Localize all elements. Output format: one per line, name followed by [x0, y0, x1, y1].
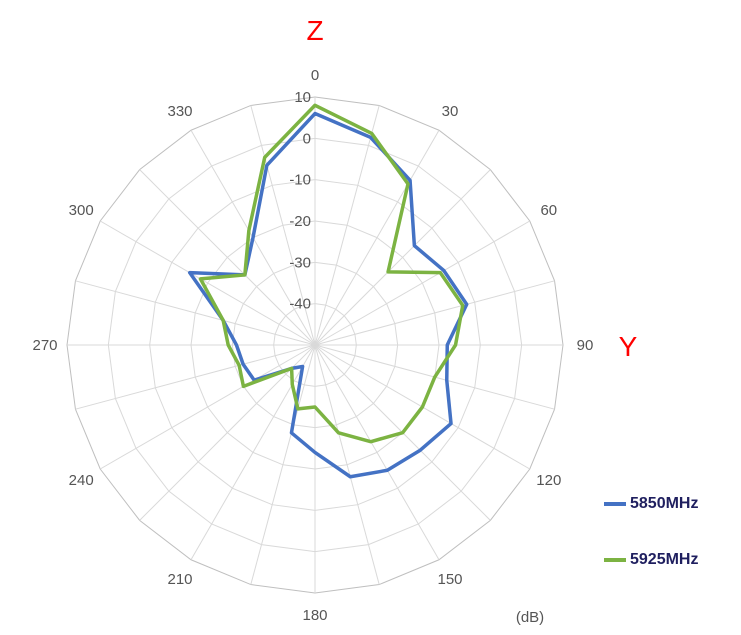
legend-swatch-5925 — [604, 558, 626, 562]
angle-tick-label: 210 — [167, 571, 192, 588]
grid-spoke — [314, 344, 380, 585]
grid-spoke — [99, 344, 316, 470]
angle-tick-label: 90 — [577, 337, 594, 354]
grid-spoke — [75, 344, 316, 410]
grid-spoke — [99, 220, 316, 346]
legend-label-5925: 5925MHz — [630, 551, 699, 568]
angle-tick-label: 180 — [302, 607, 327, 624]
grid-spoke — [314, 220, 531, 346]
angle-tick-label: 30 — [442, 103, 459, 120]
radial-tick-label: -40 — [289, 296, 311, 313]
series-line-5925MHz — [198, 103, 465, 444]
legend-label-5850: 5850MHz — [630, 495, 699, 512]
unit-label: (dB) — [516, 609, 544, 626]
polar-grid — [66, 96, 564, 594]
angle-tick-label: 300 — [69, 202, 94, 219]
radial-ticks: 10 0 -10 -20 -30 -40 — [289, 89, 311, 313]
y-axis-name: Y — [619, 331, 638, 362]
grid-spoke — [190, 344, 316, 561]
grid-spoke — [314, 129, 440, 346]
grid-spoke — [139, 169, 316, 346]
radial-tick-label: 10 — [294, 89, 311, 106]
grid-spoke — [314, 169, 491, 346]
angle-tick-label: 150 — [437, 571, 462, 588]
grid-spoke — [314, 105, 380, 346]
grid-spoke — [75, 280, 316, 346]
legend-item-5850: 5850MHz — [604, 493, 698, 515]
grid-spoke — [314, 280, 555, 346]
legend: 5850MHz 5925MHz — [604, 493, 698, 605]
legend-item-5925: 5925MHz — [604, 549, 698, 571]
angle-tick-label: 270 — [32, 337, 57, 354]
radial-tick-label: -30 — [289, 254, 311, 271]
radial-tick-label: 0 — [303, 130, 311, 147]
grid-spoke — [250, 344, 316, 585]
radial-tick-label: -10 — [289, 172, 311, 189]
angle-ticks: 0 30 60 90 120 150 180 210 240 270 300 330 — [32, 67, 593, 624]
angle-tick-label: 0 — [311, 67, 319, 84]
radial-tick-label: -20 — [289, 213, 311, 230]
angle-tick-label: 330 — [167, 103, 192, 120]
angle-tick-label: 120 — [536, 472, 561, 489]
grid-spoke — [314, 344, 440, 561]
series-line-5850MHz — [187, 111, 469, 479]
legend-swatch-5850 — [604, 502, 626, 506]
angle-tick-label: 240 — [69, 472, 94, 489]
series-lines — [187, 103, 469, 479]
z-axis-name: Z — [306, 15, 323, 46]
grid-spoke — [139, 344, 316, 521]
angle-tick-label: 60 — [540, 202, 557, 219]
grid-spoke — [250, 105, 316, 346]
